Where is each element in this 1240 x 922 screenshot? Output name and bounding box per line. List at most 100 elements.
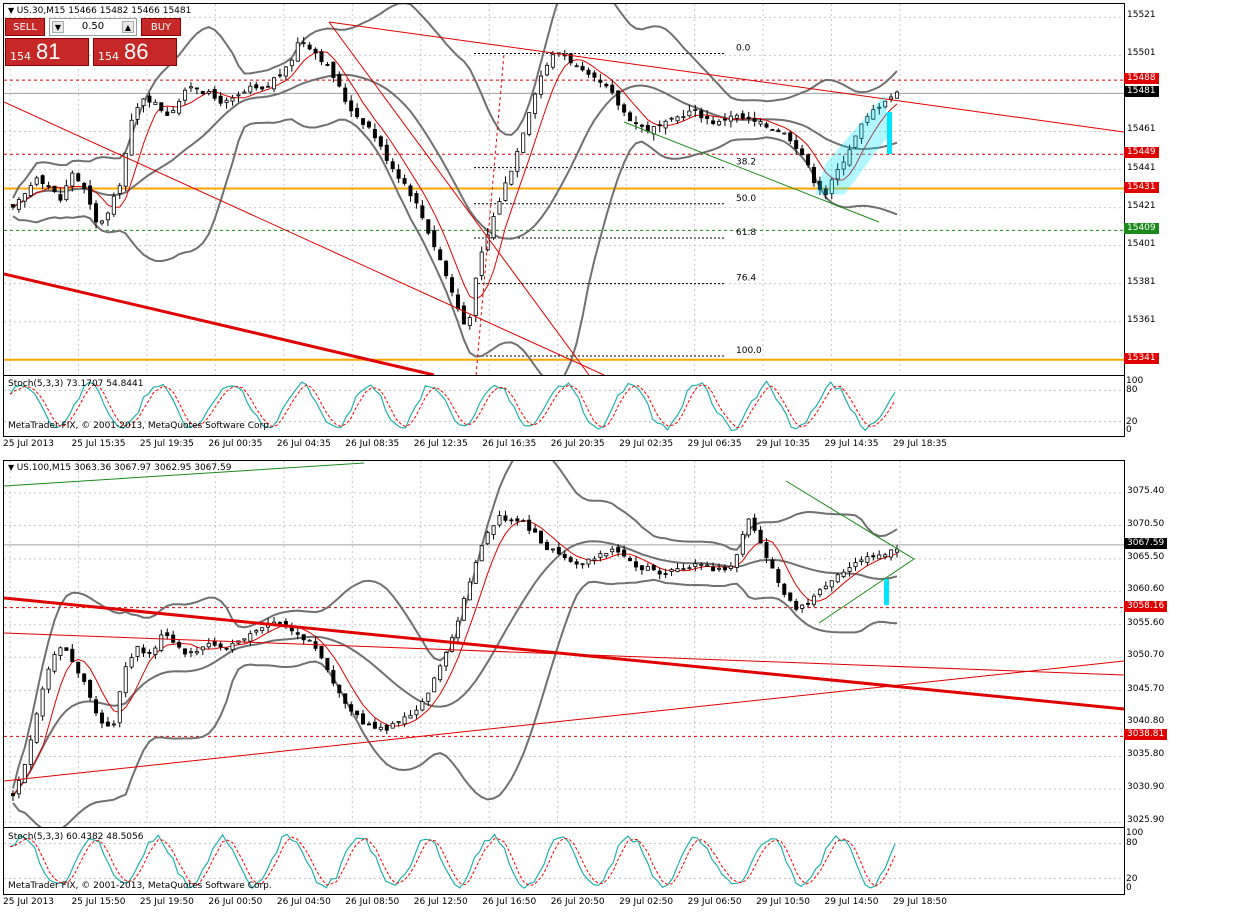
- buy-price[interactable]: 154 86: [93, 38, 177, 66]
- lot-increase-icon[interactable]: ▲: [122, 21, 134, 33]
- candle-body: [414, 709, 419, 716]
- candle-body: [420, 205, 425, 219]
- candle-body: [752, 118, 757, 122]
- one-click-trade-panel: SELL ▼ 0.50 ▲ BUY 154 81 154 86: [5, 18, 181, 66]
- candle-body: [734, 114, 739, 119]
- candle-body: [853, 135, 858, 148]
- price-tag: 3058.16: [1124, 600, 1168, 612]
- candle-body: [622, 104, 627, 113]
- triangle-pattern: [785, 480, 915, 624]
- candle-body: [740, 113, 745, 119]
- time-axis-label: 26 Jul 08:35: [345, 439, 400, 449]
- candle-body: [746, 518, 751, 536]
- trendline-descent: [328, 21, 590, 375]
- candle-body: [491, 525, 496, 536]
- buy-price-prefix: 154: [98, 50, 119, 63]
- price-tag: 15449: [1124, 147, 1159, 159]
- trendline-resistance: [328, 21, 1124, 133]
- candle-body: [301, 42, 306, 45]
- candle-body: [717, 120, 722, 126]
- time-axis-label: 29 Jul 18:35: [893, 439, 947, 449]
- collapse-triangle-icon[interactable]: ▼: [8, 6, 17, 15]
- candle-body: [64, 647, 69, 651]
- candle-body: [396, 721, 401, 724]
- candle-body: [343, 87, 348, 102]
- us30-chart-svg: 0.0 38.2 50.0 61.8 76.4 100.0: [4, 4, 1124, 375]
- us30-stochastic-panel[interactable]: [3, 375, 1125, 437]
- candle-body: [455, 620, 460, 639]
- time-axis-label: 26 Jul 20:35: [550, 439, 605, 449]
- time-axis-label: 25 Jul 15:35: [71, 439, 126, 449]
- candle-body: [521, 132, 526, 153]
- price-axis-label: 15421: [1127, 200, 1156, 211]
- candle-body: [52, 185, 57, 193]
- time-axis-label: 26 Jul 00:35: [208, 439, 263, 449]
- lot-decrease-icon[interactable]: ▼: [52, 21, 64, 33]
- candle-body: [337, 684, 342, 694]
- candle-body: [817, 180, 822, 190]
- price-axis-label: 3050.70: [1127, 650, 1165, 661]
- candle-body: [277, 74, 282, 77]
- candle-body: [503, 182, 508, 201]
- candle-body: [224, 647, 229, 650]
- candle-body: [82, 673, 87, 682]
- time-axis-label: 26 Jul 00:50: [208, 897, 263, 907]
- candle-body: [159, 634, 164, 651]
- lot-size-field[interactable]: ▼ 0.50 ▲: [49, 18, 137, 36]
- sell-button[interactable]: SELL: [5, 18, 45, 36]
- candle-body: [610, 84, 615, 93]
- candle-body: [10, 793, 15, 797]
- price-axis-label: 15361: [1127, 314, 1156, 325]
- time-axis-label: 25 Jul 2013: [3, 897, 54, 907]
- candle-body: [450, 277, 455, 293]
- candle-body: [105, 212, 110, 221]
- moving-average-line: [12, 519, 898, 797]
- candle-body: [16, 779, 21, 795]
- candle-body: [794, 140, 799, 149]
- time-axis-label: 26 Jul 12:35: [413, 439, 468, 449]
- buy-button[interactable]: BUY: [141, 18, 181, 36]
- candle-body: [853, 562, 858, 568]
- candle-body: [847, 149, 852, 166]
- candle-body: [82, 182, 87, 189]
- candle-body: [313, 48, 318, 54]
- candle-body: [248, 633, 253, 642]
- candle-body: [266, 85, 271, 88]
- price-axis-label: 3060.60: [1127, 584, 1165, 595]
- price-tag: 15488: [1124, 73, 1159, 85]
- us30-price-panel[interactable]: 0.0 38.2 50.0 61.8 76.4 100.0: [3, 3, 1125, 376]
- collapse-triangle-icon[interactable]: ▼: [8, 463, 17, 472]
- candle-body: [622, 549, 627, 557]
- candle-body: [349, 704, 354, 712]
- candle-body: [562, 554, 567, 559]
- us100-stochastic-panel[interactable]: [3, 827, 1125, 895]
- candle-body: [800, 148, 805, 156]
- sell-price[interactable]: 154 81: [5, 38, 89, 66]
- price-axis-label: 15501: [1127, 48, 1156, 59]
- candle-body: [841, 161, 846, 170]
- candle-body: [46, 668, 51, 690]
- candle-body: [788, 132, 793, 142]
- candle-body: [402, 716, 407, 725]
- us100-price-panel[interactable]: [3, 460, 1125, 828]
- sell-price-prefix: 154: [10, 50, 31, 63]
- candle-body: [212, 88, 217, 99]
- candle-body: [782, 583, 787, 595]
- time-axis-label: 25 Jul 2013: [3, 439, 54, 449]
- candle-body: [639, 565, 644, 571]
- us30-stoch-label: Stoch(5,3,3) 73.1707 54.8441: [8, 379, 144, 389]
- candle-body: [372, 129, 377, 139]
- candle-body: [693, 108, 698, 111]
- candle-body: [740, 533, 745, 555]
- us100-stoch-label: Stoch(5,3,3) 60.4382 48.5056: [8, 832, 144, 842]
- candle-body: [242, 91, 247, 94]
- candle-body: [657, 124, 662, 127]
- time-axis-label: 26 Jul 16:50: [482, 897, 537, 907]
- candle-body: [841, 571, 846, 577]
- fib-level-label: 0.0: [736, 43, 751, 53]
- stochastic-signal-line: [9, 836, 896, 887]
- candle-body: [70, 172, 75, 187]
- us100-stoch-level-100: 100: [1126, 828, 1144, 838]
- us30-copyright: MetaTrader FIX, © 2001-2013, MetaQuotes …: [8, 421, 272, 431]
- candle-body: [432, 677, 437, 693]
